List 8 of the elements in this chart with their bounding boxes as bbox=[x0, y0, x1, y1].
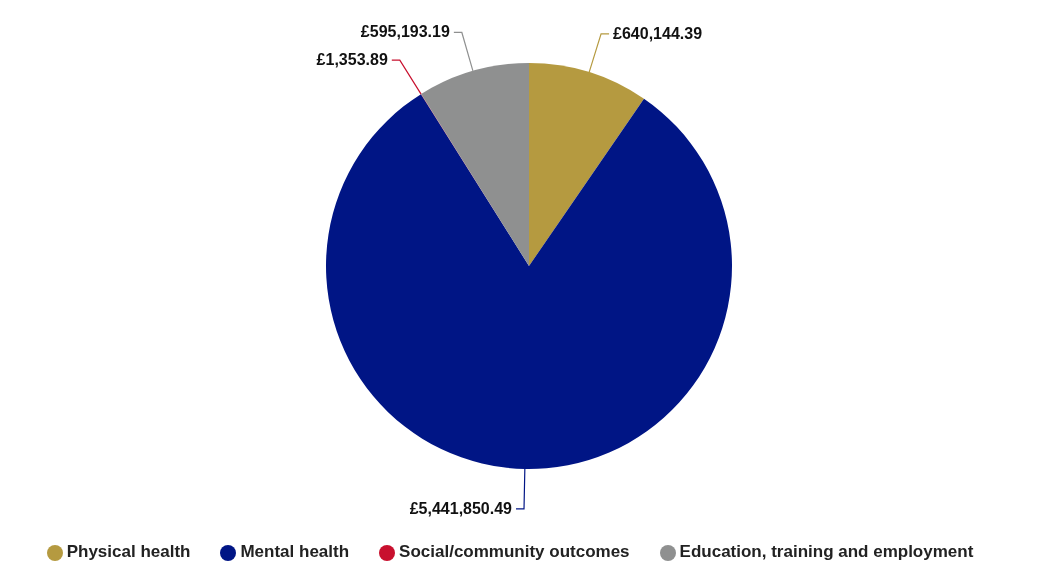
data-label: £5,441,850.49 bbox=[409, 499, 513, 517]
data-label: £595,193.19 bbox=[360, 23, 450, 41]
data-label: £640,144.39 bbox=[613, 24, 703, 42]
legend-label: Education, training and employment bbox=[679, 542, 974, 561]
data-label: £1,353.89 bbox=[316, 51, 388, 69]
legend-label: Physical health bbox=[66, 542, 191, 561]
legend-label: Social/community outcomes bbox=[399, 542, 630, 561]
legend-label: Mental health bbox=[240, 542, 350, 561]
